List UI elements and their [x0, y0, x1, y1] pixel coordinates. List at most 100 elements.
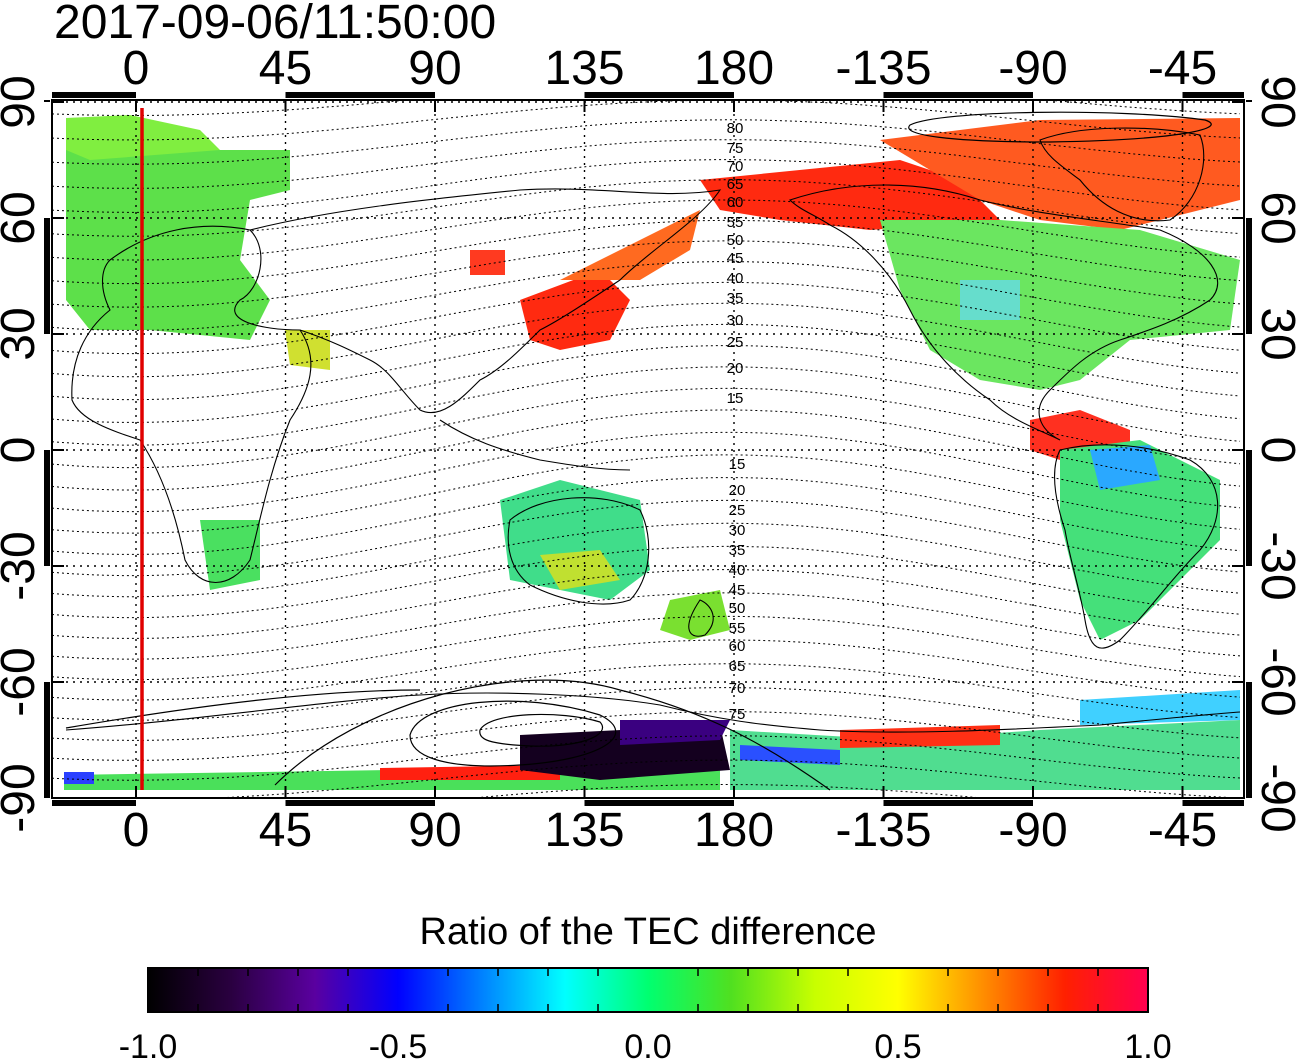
tec-data-layer: [64, 115, 1240, 790]
frame-bar-bottom: [285, 800, 435, 806]
maglat-label-north: 75: [727, 140, 744, 157]
tec-patch-antarctic-blue: [740, 745, 840, 765]
colorbar-tick-label: -0.5: [369, 1028, 428, 1064]
magnetic-latitude-curve: [52, 219, 1241, 285]
tec-patch-australia-south: [540, 550, 620, 590]
lat-label-right: 0: [1251, 437, 1296, 464]
lon-label-top: -45: [1148, 42, 1217, 95]
maglat-label-north: 65: [727, 176, 744, 193]
maglat-label-north: 15: [727, 390, 744, 407]
coast-greenland: [1039, 127, 1205, 222]
magnetic-latitude-curve: [52, 431, 1241, 513]
axis-ticks: [52, 100, 1244, 799]
frame-bar-right: [1246, 682, 1252, 798]
coast-southeast-asia: [439, 419, 631, 471]
magnetic-latitude-curve: [52, 159, 1241, 213]
lat-label-right: 90: [1251, 75, 1296, 128]
magnetic-latitude-curve: [52, 687, 1241, 741]
frame-bar-bottom: [52, 800, 136, 806]
latitude-labels-right: 90 60 30 0 -30 -60 -90: [1251, 75, 1296, 832]
coast-europe-africa: [71, 225, 312, 584]
frame-bar-right: [1246, 100, 1252, 102]
lon-label-bottom: -135: [835, 804, 931, 857]
lat-label-right: -30: [1251, 531, 1296, 600]
tec-patch-antarctic-red: [380, 765, 560, 780]
tec-patch-canada-arctic: [880, 118, 1240, 230]
south-contour-mid: [409, 700, 617, 767]
lat-label-right: 30: [1251, 307, 1296, 360]
lat-label-left: -30: [0, 531, 45, 600]
frame-bar-bottom: [1182, 800, 1244, 806]
longitude-labels-top: 0 45 90 135 180 -135 -90 -45: [123, 42, 1218, 95]
frame-bar-bottom: [584, 800, 734, 806]
frame-bar-left: [44, 218, 50, 334]
magnetic-latitude-curve: [52, 139, 1241, 189]
magnetic-latitude-curve: [52, 711, 1241, 761]
magnetic-latitude-curve: [52, 639, 1241, 701]
magnetic-latitude-curve: [52, 615, 1241, 681]
magnetic-latitude-curve: [52, 735, 1241, 781]
tec-patch-antarctic-purple: [620, 720, 730, 745]
coast-asia: [249, 188, 722, 414]
lat-label-left: 0: [0, 437, 45, 464]
maglat-label-south: 30: [729, 522, 746, 539]
magnetic-latitude-curve: [52, 199, 1241, 261]
lon-label-top: 135: [544, 42, 624, 95]
maglat-label-south: 60: [729, 638, 746, 655]
coast-australia: [507, 497, 650, 605]
maglat-label-south: 70: [729, 680, 746, 697]
maglat-label-north: 30: [727, 312, 744, 329]
maglat-label-south: 25: [729, 502, 746, 519]
lat-label-right: 60: [1251, 191, 1296, 244]
lon-label-bottom: -90: [998, 804, 1067, 857]
south-contour-band: [65, 689, 421, 729]
magnetic-latitude-curve: [52, 366, 1241, 446]
tec-patch-africa: [200, 520, 260, 590]
lat-label-right: -90: [1251, 763, 1296, 832]
lat-label-right: -60: [1251, 647, 1296, 716]
tec-patch-new-zealand: [660, 590, 730, 640]
lon-label-top: 45: [259, 42, 312, 95]
magnetic-latitude-curve: [52, 100, 1241, 141]
frame-bar-top: [584, 92, 734, 98]
maglat-label-north: 55: [727, 214, 744, 231]
timestamp-title: 2017-09-06/11:50:00: [54, 0, 496, 49]
colorbar-tick-label: 1.0: [1124, 1028, 1171, 1064]
lon-label-bottom: 45: [259, 804, 312, 857]
lon-label-bottom: 0: [123, 804, 150, 857]
maglat-label-south: 40: [729, 562, 746, 579]
maglat-label-south: 55: [729, 620, 746, 637]
frame-bar-left: [44, 450, 50, 566]
maglat-label-north: 20: [727, 360, 744, 377]
colorbar-tick-label: 0.0: [624, 1028, 671, 1064]
lat-label-left: 30: [0, 307, 45, 360]
lon-label-top: -135: [835, 42, 931, 95]
frame-bar-top: [52, 92, 136, 98]
polar-contours: [65, 111, 1212, 791]
lon-label-bottom: 135: [544, 804, 624, 857]
colorbar: [147, 967, 1149, 1013]
lat-label-left: 60: [0, 191, 45, 244]
tec-patch-siberia: [470, 250, 505, 275]
colorbar-tick-label: -1.0: [119, 1028, 178, 1064]
magnetic-latitude-curve: [52, 454, 1241, 534]
magnetic-latitude-labels: 8075706560555045403530252015152025303540…: [727, 120, 746, 723]
longitude-labels-bottom: 0 45 90 135 180 -135 -90 -45: [123, 804, 1218, 857]
maglat-label-north: 25: [727, 334, 744, 351]
magnetic-latitude-curve: [52, 119, 1241, 165]
frame-bar-right: [1246, 218, 1252, 334]
lat-label-left: -60: [0, 647, 45, 716]
frame-bar-top: [1182, 92, 1244, 98]
lon-label-top: 90: [408, 42, 461, 95]
south-contour-inner: [479, 713, 603, 747]
magnetic-latitude-curve: [52, 759, 1241, 798]
maglat-label-south: 15: [729, 456, 746, 473]
maglat-label-north: 80: [727, 120, 744, 137]
maglat-label-south: 65: [729, 658, 746, 675]
frame-bar-right: [1246, 450, 1252, 566]
lon-label-top: -90: [998, 42, 1067, 95]
tec-patch-antarctic-west: [1080, 690, 1240, 725]
north-contour-ellipse: [908, 111, 1212, 143]
lon-label-bottom: -45: [1148, 804, 1217, 857]
